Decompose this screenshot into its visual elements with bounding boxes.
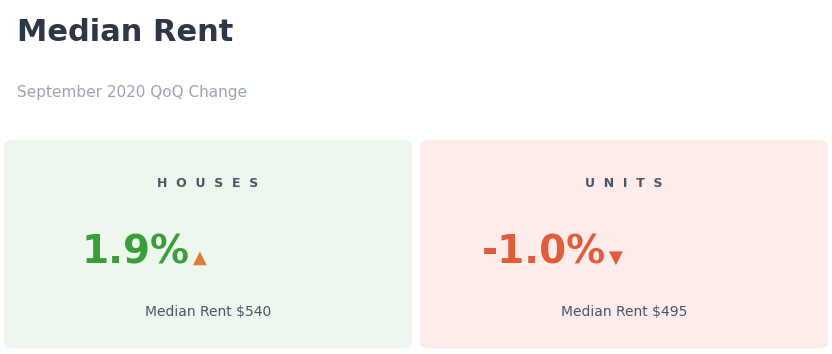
Text: Median Rent $540: Median Rent $540 <box>145 304 271 319</box>
Text: 1.9%: 1.9% <box>82 233 190 271</box>
Text: Median Rent: Median Rent <box>17 18 233 47</box>
Text: U  N  I  T  S: U N I T S <box>585 177 663 190</box>
Text: H  O  U  S  E  S: H O U S E S <box>157 177 259 190</box>
FancyBboxPatch shape <box>4 140 412 349</box>
Text: Median Rent $495: Median Rent $495 <box>561 304 687 319</box>
Text: ▼: ▼ <box>609 249 623 267</box>
Text: ▲: ▲ <box>193 249 207 267</box>
FancyBboxPatch shape <box>420 140 828 349</box>
Text: September 2020 QoQ Change: September 2020 QoQ Change <box>17 85 246 100</box>
Text: -1.0%: -1.0% <box>482 233 606 271</box>
